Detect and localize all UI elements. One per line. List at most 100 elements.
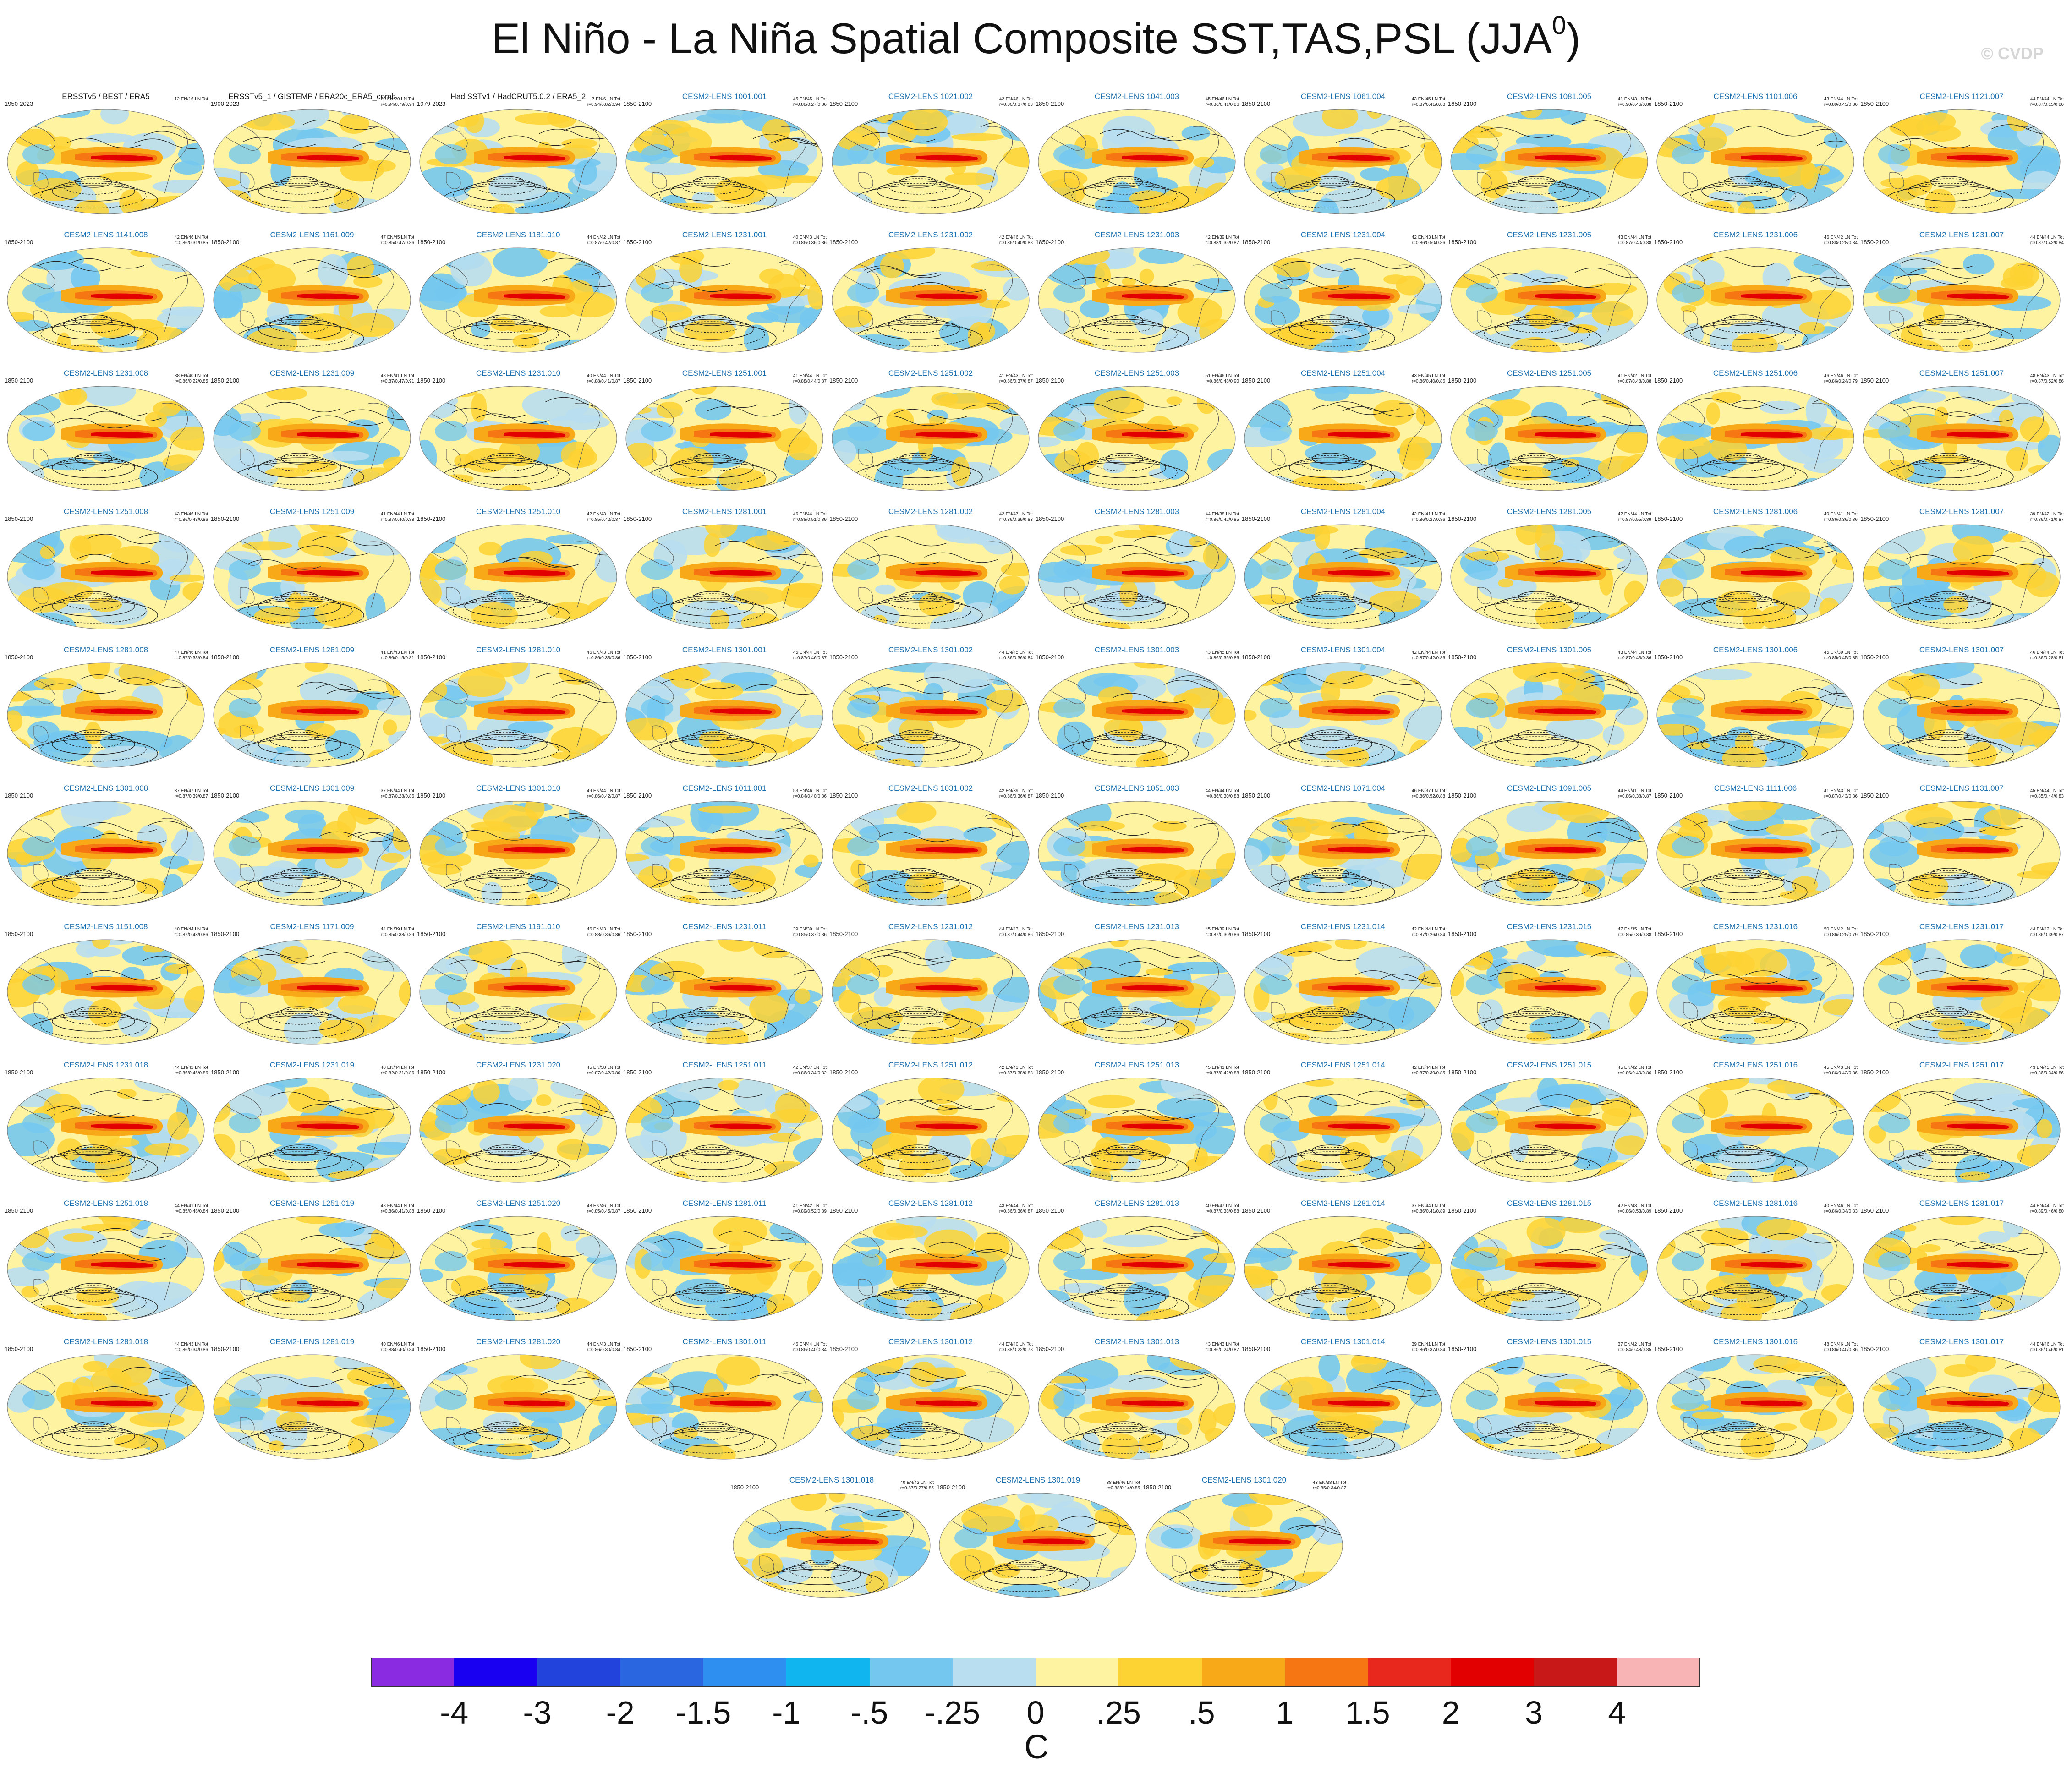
map-panel: CESM2-LENS 1231.006 1850-2100 46 EN/42 LN … — [1652, 229, 1858, 366]
panel-stats: 44 EN/38 LN Tot r=0.86/0.42/0.85 — [1205, 512, 1239, 522]
panel-years: 1850-2100 — [417, 377, 446, 384]
panel-years: 1850-2100 — [211, 377, 240, 384]
composite-map — [832, 662, 1030, 768]
composite-map — [832, 1354, 1030, 1460]
panel-years: 1850-2100 — [829, 654, 858, 661]
panel-title: CESM2-LENS 1251.014 — [1300, 1061, 1386, 1069]
panel-stats: 46 EN/46 LN Tot r=0.86/0.24/0.79 — [1824, 373, 1858, 384]
panel-years: 1850-2100 — [1036, 1069, 1064, 1076]
map-panel: CESM2-LENS 1301.010 1850-2100 49 EN/44 LN … — [415, 782, 621, 919]
colorbar-box — [1036, 1658, 1119, 1687]
map-panel: CESM2-LENS 1301.020 1850-2100 43 EN/38 LN … — [1141, 1474, 1347, 1611]
panel-years: 1850-2100 — [1448, 930, 1477, 937]
panel-title: CESM2-LENS 1071.004 — [1300, 784, 1386, 793]
panel-years: 1850-2100 — [1242, 792, 1271, 799]
composite-map — [419, 1354, 617, 1460]
panel-title: CESM2-LENS 1281.020 — [476, 1337, 561, 1346]
panel-title: CESM2-LENS 1251.011 — [682, 1061, 767, 1069]
panel-stats: 38 EN/40 LN Tot r=0.86/0.22/0.85 — [174, 373, 208, 384]
panel-years: 1850-2100 — [211, 515, 240, 522]
map-panel: CESM2-LENS 1281.019 1850-2100 40 EN/46 LN … — [209, 1335, 415, 1473]
composite-map — [1450, 801, 1648, 906]
map-panel: CESM2-LENS 1151.008 1850-2100 40 EN/44 LN … — [3, 920, 209, 1058]
panel-stats: 42 EN/44 LN Tot r=0.87/0.30/0.85 — [1411, 1065, 1445, 1076]
panel-years: 1850-2100 — [1036, 239, 1064, 246]
map-panel: CESM2-LENS 1301.002 1850-2100 44 EN/45 LN … — [828, 644, 1034, 781]
panel-years: 1850-2100 — [1860, 654, 1889, 661]
panel-stats: 44 EN/43 LN Tot r=0.86/0.34/0.86 — [174, 1342, 208, 1352]
colorbar-box — [1368, 1658, 1452, 1687]
map-panel: CESM2-LENS 1251.005 1850-2100 41 EN/42 LN … — [1446, 367, 1652, 504]
panel-stats: 42 EN/39 LN Tot r=0.88/0.35/0.87 — [1205, 235, 1239, 246]
panel-stats: 12 EN/16 LN Tot — [174, 97, 208, 102]
map-panel: CESM2-LENS 1301.016 1850-2100 48 EN/46 LN … — [1652, 1335, 1858, 1473]
map-panel: CESM2-LENS 1231.011 1850-2100 39 EN/39 LN … — [621, 920, 828, 1058]
panel-years: 1850-2100 — [1448, 1069, 1477, 1076]
panel-years: 1850-2100 — [623, 1207, 652, 1214]
panel-title: CESM2-LENS 1301.016 — [1713, 1337, 1798, 1346]
map-panel: CESM2-LENS 1251.015 1850-2100 45 EN/42 LN … — [1446, 1059, 1652, 1196]
map-panel: CESM2-LENS 1251.002 1850-2100 41 EN/43 LN … — [828, 367, 1034, 504]
composite-map — [419, 524, 617, 629]
map-panel: CESM2-LENS 1301.015 1850-2100 37 EN/42 LN … — [1446, 1335, 1652, 1473]
map-panel: CESM2-LENS 1251.019 1850-2100 48 EN/44 LN … — [209, 1197, 415, 1335]
panel-years: 1850-2100 — [829, 1069, 858, 1076]
panel-title: CESM2-LENS 1281.003 — [1094, 507, 1179, 516]
composite-map — [213, 109, 411, 214]
composite-map — [1863, 524, 2061, 629]
panel-years: 1850-2100 — [623, 377, 652, 384]
map-panel: CESM2-LENS 1231.007 1850-2100 44 EN/44 LN … — [1858, 229, 2065, 366]
composite-map — [1656, 386, 1854, 491]
composite-map — [625, 109, 823, 214]
composite-map — [7, 247, 205, 353]
panel-title: CESM2-LENS 1231.002 — [888, 230, 973, 239]
panel-title: CESM2-LENS 1191.010 — [476, 922, 560, 931]
panel-years: 1850-2100 — [829, 792, 858, 799]
map-panel: CESM2-LENS 1231.001 1850-2100 40 EN/43 LN … — [621, 229, 828, 366]
panel-stats: 45 EN/44 LN Tot r=0.85/0.44/0.83 — [2030, 788, 2064, 799]
panel-title: CESM2-LENS 1251.005 — [1507, 369, 1592, 378]
colorbar-tick-label: -4 — [440, 1695, 469, 1730]
panel-stats: 43 EN/46 LN Tot r=0.86/0.43/0.86 — [174, 512, 208, 522]
map-panel: CESM2-LENS 1281.007 1850-2100 39 EN/42 LN … — [1858, 505, 2065, 643]
colorbar-unit: C — [1024, 1728, 1049, 1766]
panel-years: 1850-2100 — [417, 654, 446, 661]
panel-stats: 44 EN/45 LN Tot r=0.86/0.36/0.84 — [999, 650, 1033, 661]
composite-map — [213, 939, 411, 1045]
panel-years: 1850-2100 — [211, 1069, 240, 1076]
panel-title: CESM2-LENS 1281.016 — [1713, 1199, 1798, 1208]
composite-map — [1656, 662, 1854, 768]
panel-stats: 40 EN/42 LN Tot r=0.87/0.27/0.85 — [900, 1480, 934, 1491]
colorbar-box — [952, 1658, 1036, 1687]
map-panel: CESM2-LENS 1121.007 1850-2100 44 EN/44 LN … — [1858, 90, 2065, 228]
panel-years: 1850-2100 — [1654, 1207, 1683, 1214]
composite-map — [7, 801, 205, 906]
composite-map — [1244, 1078, 1442, 1183]
map-panel: CESM2-LENS 1301.009 1850-2100 37 EN/44 LN … — [209, 782, 415, 919]
composite-map — [832, 1078, 1030, 1183]
colorbar-box — [1201, 1658, 1285, 1687]
colorbar-box — [1284, 1658, 1368, 1687]
panel-stats: 42 EN/39 LN Tot r=0.86/0.36/0.87 — [999, 788, 1033, 799]
panel-title: CESM2-LENS 1301.011 — [682, 1337, 767, 1346]
map-panel: CESM2-LENS 1281.004 1850-2100 42 EN/41 LN … — [1240, 505, 1446, 643]
panel-years: 1850-2100 — [211, 930, 240, 937]
map-panel: CESM2-LENS 1301.011 1850-2100 46 EN/44 LN … — [621, 1335, 828, 1473]
colorbar-box — [703, 1658, 787, 1687]
composite-map — [1863, 801, 2061, 906]
panel-title: CESM2-LENS 1301.013 — [1094, 1337, 1179, 1346]
colorbar-box — [1451, 1658, 1535, 1687]
panel-title: CESM2-LENS 1301.006 — [1713, 646, 1798, 654]
panel-stats: 41 EN/43 LN Tot r=0.86/0.15/0.81 — [380, 650, 414, 661]
panel-stats: 42 EN/43 LN Tot r=0.85/0.42/0.87 — [587, 512, 620, 522]
panel-years: 1850-2100 — [1860, 1207, 1889, 1214]
map-panel: CESM2-LENS 1061.004 1850-2100 43 EN/45 LN … — [1240, 90, 1446, 228]
panel-stats: 45 EN/38 LN Tot r=0.87/0.42/0.86 — [587, 1065, 620, 1076]
panel-years: 1850-2100 — [417, 1069, 446, 1076]
composite-map — [419, 1216, 617, 1321]
map-panel: CESM2-LENS 1091.005 1850-2100 44 EN/41 LN … — [1446, 782, 1652, 919]
panel-stats: 43 EN/45 LN Tot r=0.87/0.41/0.88 — [1411, 97, 1445, 107]
panel-title: CESM2-LENS 1251.003 — [1094, 369, 1179, 378]
panel-years: 1850-2100 — [1654, 930, 1683, 937]
map-panel: CESM2-LENS 1281.012 1850-2100 43 EN/44 LN … — [828, 1197, 1034, 1335]
